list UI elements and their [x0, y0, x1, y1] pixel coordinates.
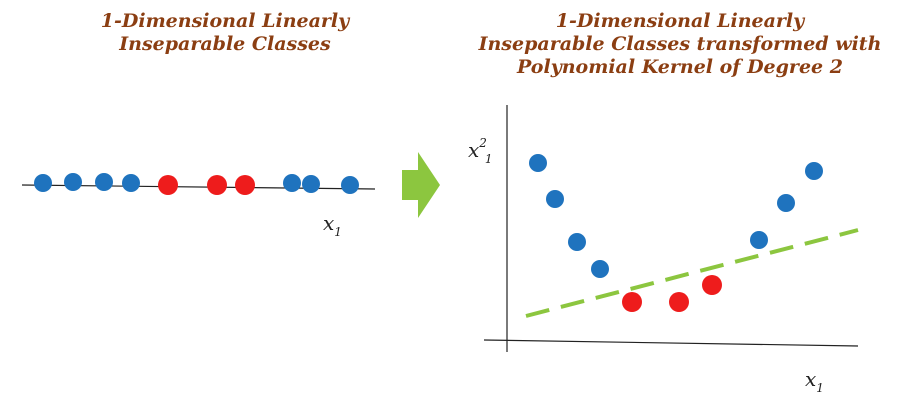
right-title-line-1: 1-Dimensional Linearly: [555, 10, 805, 32]
left-blue-point: [95, 173, 113, 191]
left-blue-point: [122, 174, 140, 192]
right-title: 1-Dimensional Linearly Inseparable Class…: [455, 10, 905, 79]
right-red-point: [669, 292, 689, 312]
x-axis-label: x1: [805, 367, 824, 395]
left-title: 1-Dimensional Linearly Inseparable Class…: [60, 10, 390, 56]
left-blue-points: [34, 173, 359, 194]
right-arrow-icon: [402, 152, 440, 218]
left-blue-point: [302, 175, 320, 193]
left-red-points: [158, 175, 255, 195]
right-blue-point: [591, 260, 609, 278]
right-blue-point: [568, 233, 586, 251]
right-red-point: [702, 275, 722, 295]
right-red-point: [622, 292, 642, 312]
right-blue-point: [777, 194, 795, 212]
left-blue-point: [64, 173, 82, 191]
left-title-line-2: Inseparable Classes: [119, 33, 331, 55]
left-blue-point: [341, 176, 359, 194]
right-title-line-2: Inseparable Classes transformed with: [478, 33, 882, 55]
right-red-points: [622, 275, 722, 312]
left-red-point: [158, 175, 178, 195]
left-axis-label: x1: [323, 211, 342, 239]
right-blue-point: [750, 231, 768, 249]
left-red-point: [207, 175, 227, 195]
right-blue-points: [529, 154, 823, 278]
right-blue-point: [529, 154, 547, 172]
left-red-point: [235, 175, 255, 195]
separating-line: [525, 228, 859, 318]
left-blue-point: [34, 174, 52, 192]
left-number-line: x1: [21, 173, 376, 239]
transformed-plot: x2 1 x1: [468, 105, 859, 395]
x-axis-line: [483, 339, 859, 347]
right-blue-point: [546, 190, 564, 208]
right-blue-point: [805, 162, 823, 180]
y-axis-label: x2 1: [468, 136, 493, 166]
left-blue-point: [283, 174, 301, 192]
left-title-line-1: 1-Dimensional Linearly: [100, 10, 350, 32]
right-title-line-3: Polynomial Kernel of Degree 2: [517, 56, 843, 78]
